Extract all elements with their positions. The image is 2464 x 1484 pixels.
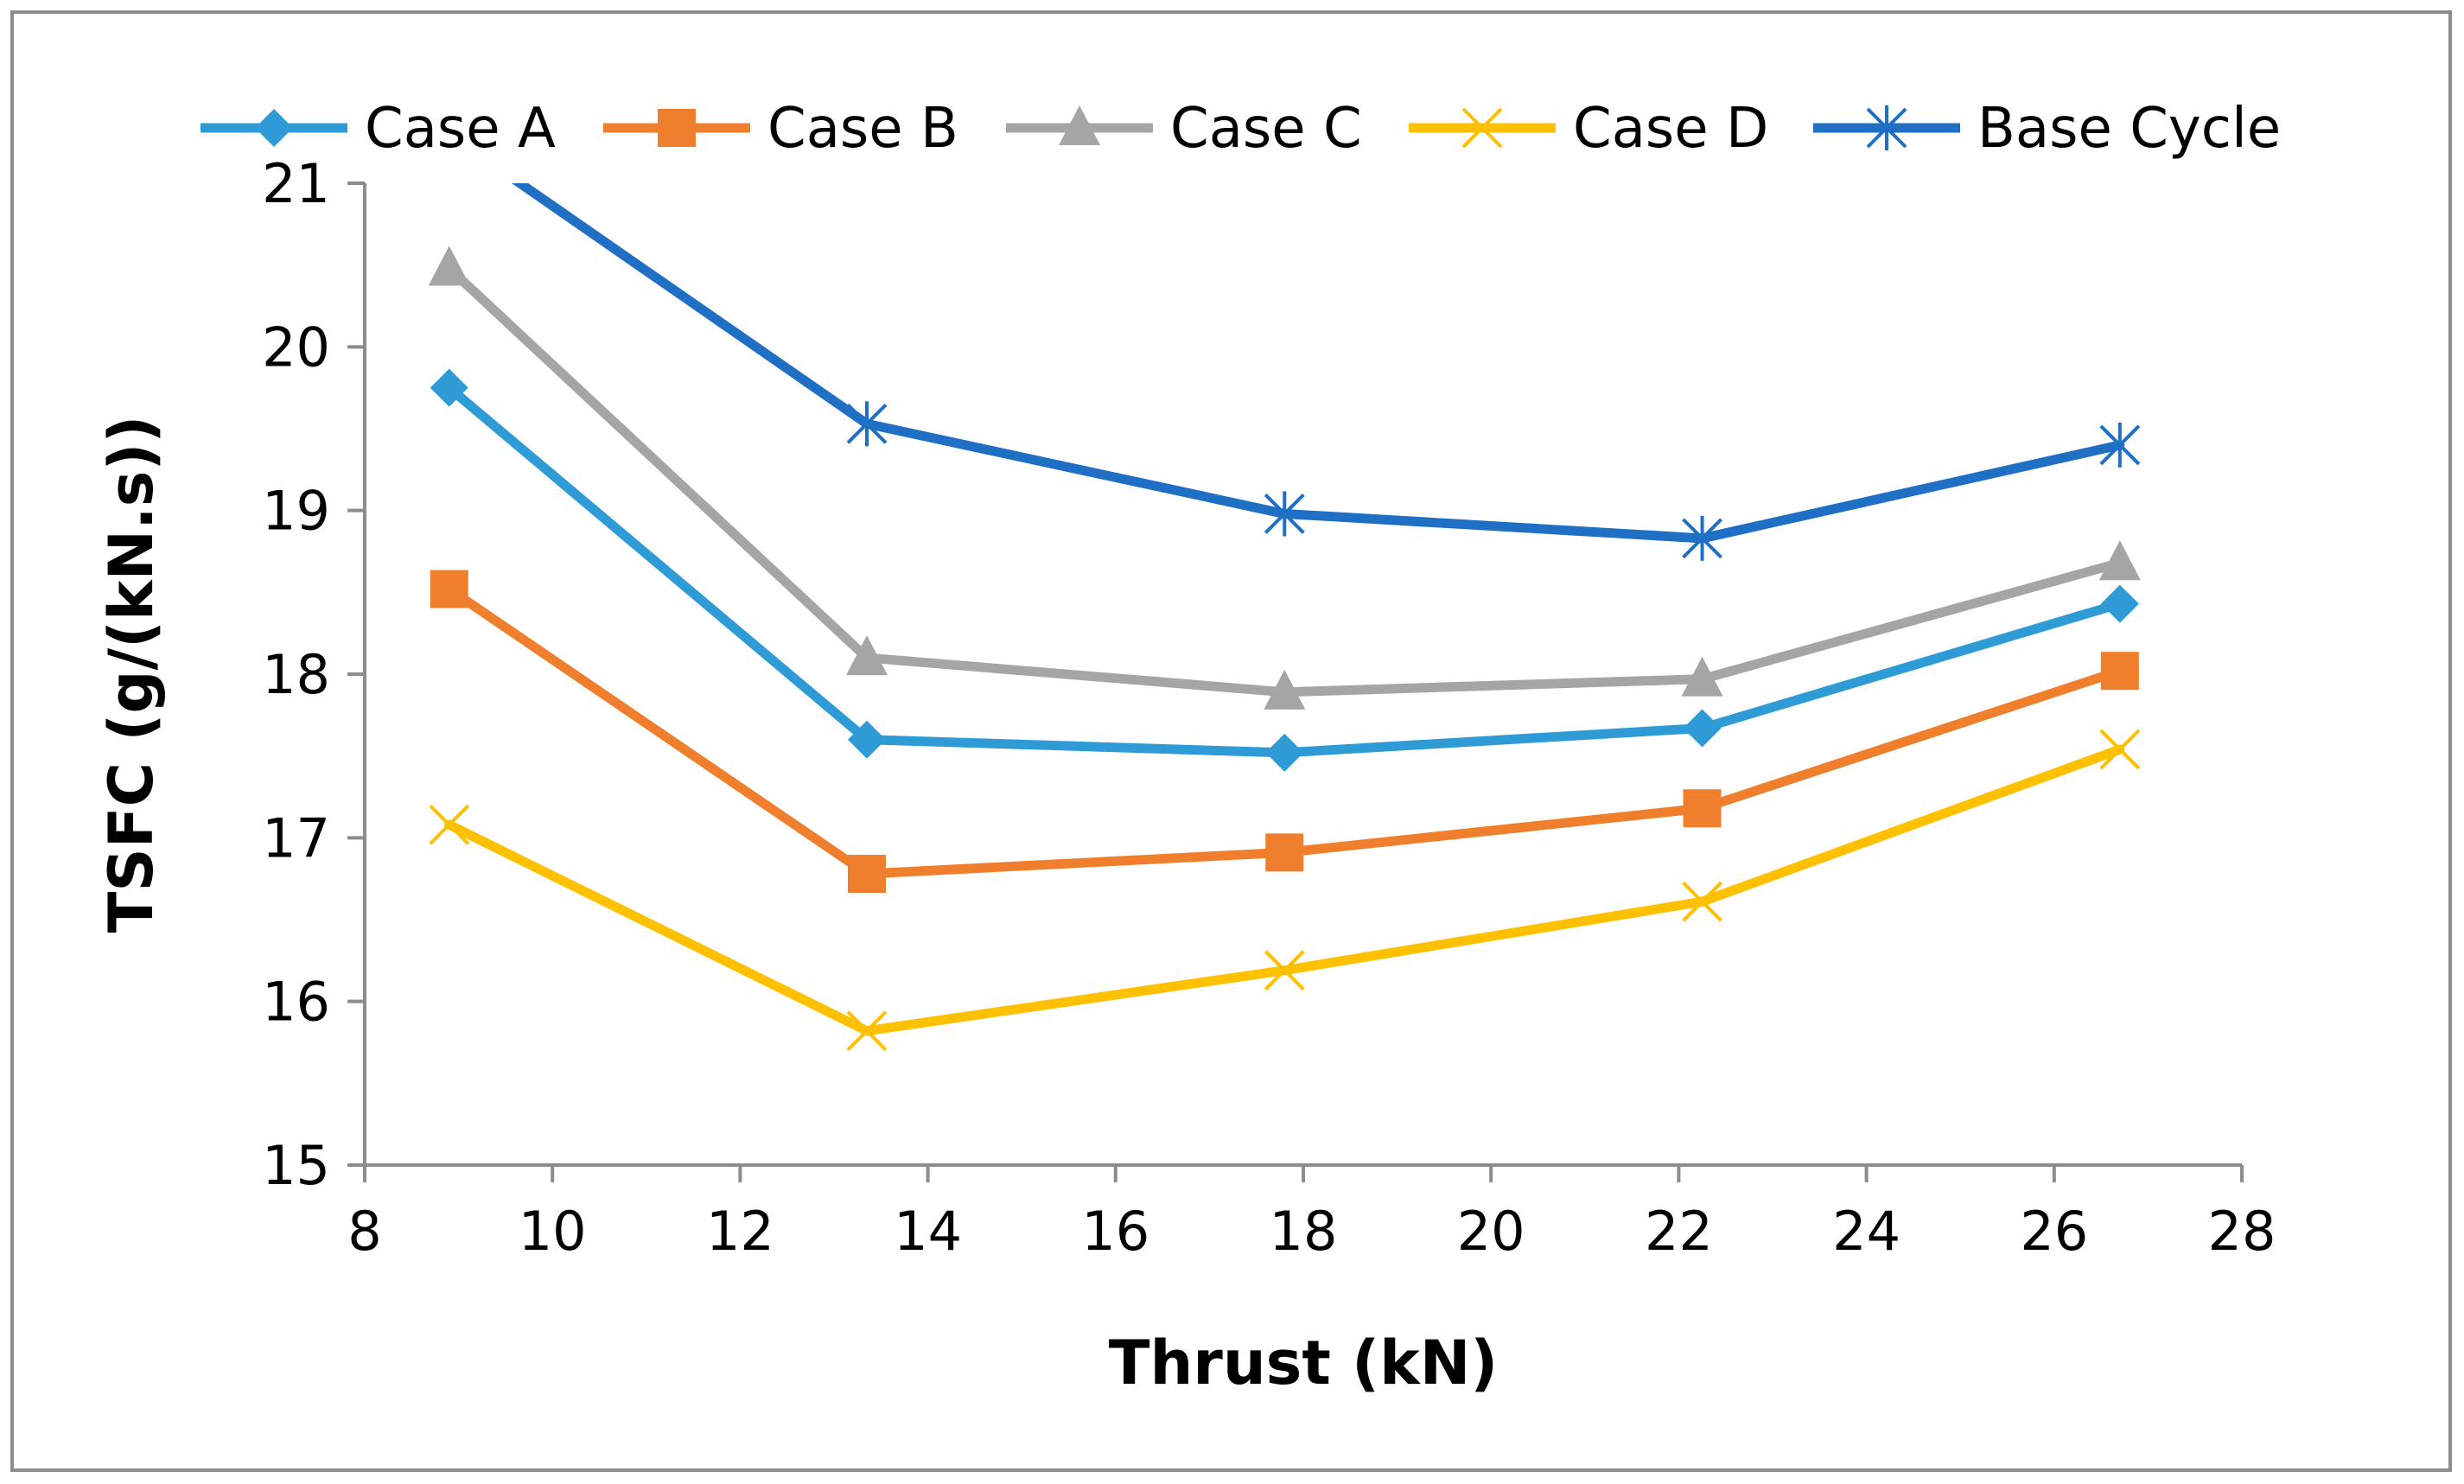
data-point-marker xyxy=(1683,789,1722,828)
data-point-marker xyxy=(1682,881,1722,922)
y-tick-label: 18 xyxy=(262,643,330,706)
x-tick-label: 12 xyxy=(706,1200,774,1263)
data-point-marker xyxy=(430,570,468,608)
marker-stroke xyxy=(1461,107,1503,149)
y-tick-label: 15 xyxy=(262,1134,330,1197)
legend-label: Case A xyxy=(365,97,556,161)
data-point-marker xyxy=(658,109,696,147)
legend-label: Case C xyxy=(1170,97,1362,161)
data-point-marker xyxy=(2100,584,2139,623)
x-axis-title: Thrust (kN) xyxy=(1109,1328,1499,1398)
y-tick-label: 20 xyxy=(262,315,330,379)
markers-group xyxy=(428,245,2141,1052)
series-line xyxy=(444,744,2125,1036)
x-tick-label: 8 xyxy=(347,1200,381,1263)
data-point-marker xyxy=(1264,669,1306,710)
chart-container: 15 16 17 18 19 20 21 8 10 12 14 16 18 20 22 24 26 28 Case… xyxy=(10,10,2452,1472)
x-tick-label: 10 xyxy=(519,1200,587,1263)
data-point-marker xyxy=(1461,107,1503,149)
data-point-marker xyxy=(848,854,887,893)
legend-item: Case A xyxy=(201,97,556,161)
marker-stroke xyxy=(1264,950,1305,991)
series-line xyxy=(511,183,2125,544)
data-point-marker xyxy=(846,1010,888,1052)
legend-item: Case B xyxy=(603,97,958,161)
x-tick-label: 24 xyxy=(1832,1200,1901,1263)
marker-stroke xyxy=(429,804,470,845)
marker-stroke xyxy=(1682,881,1722,922)
legend-label: Case B xyxy=(767,97,958,161)
x-tick-label: 14 xyxy=(894,1200,962,1263)
data-point-marker xyxy=(2099,422,2141,468)
data-point-marker xyxy=(1681,656,1723,697)
marker-stroke xyxy=(2099,729,2141,770)
y-tick-label: 21 xyxy=(262,152,330,215)
legend-item: Case D xyxy=(1409,97,1768,161)
data-point-marker xyxy=(428,245,470,286)
data-point-marker xyxy=(1265,833,1304,872)
x-tick-label: 18 xyxy=(1270,1200,1338,1263)
data-point-marker xyxy=(2099,729,2141,770)
x-tick-label: 28 xyxy=(2208,1200,2276,1263)
data-point-marker xyxy=(1264,491,1305,537)
series-group xyxy=(444,183,2125,1036)
data-point-marker xyxy=(255,109,293,147)
x-tick-label: 26 xyxy=(2020,1200,2088,1263)
series-line xyxy=(444,263,2125,697)
legend-item: Base Cycle xyxy=(1813,97,2281,161)
data-point-marker xyxy=(1682,515,1722,561)
data-point-marker xyxy=(1683,709,1722,748)
data-point-marker xyxy=(846,401,888,447)
line-chart: 15 16 17 18 19 20 21 8 10 12 14 16 18 20 22 24 26 28 Case… xyxy=(96,97,2281,1398)
axes: 15 16 17 18 19 20 21 8 10 12 14 16 18 20 22 24 26 28 xyxy=(262,152,2276,1263)
data-point-marker xyxy=(430,368,468,407)
data-point-marker xyxy=(429,804,470,845)
legend-label: Base Cycle xyxy=(1977,97,2281,161)
legend-item: Case C xyxy=(1006,97,1362,161)
x-tick-label: 16 xyxy=(1081,1200,1149,1263)
data-point-marker xyxy=(1866,105,1907,150)
y-tick-label: 17 xyxy=(262,806,330,869)
y-tick-label: 19 xyxy=(262,480,330,543)
data-point-marker xyxy=(848,720,887,759)
data-point-marker xyxy=(1265,733,1304,772)
data-point-marker xyxy=(2098,540,2141,581)
marker-stroke xyxy=(846,1010,888,1052)
data-point-marker xyxy=(1059,105,1100,145)
data-point-marker xyxy=(2100,652,2139,691)
y-tick-label: 16 xyxy=(262,971,330,1034)
x-tick-label: 22 xyxy=(1645,1200,1713,1263)
data-point-marker xyxy=(846,635,888,676)
y-axis-title: TSFC (g/(kN.s)) xyxy=(96,416,167,933)
legend: Case A Case B Case C Case D Base Cycle xyxy=(201,97,2281,161)
x-tick-label: 20 xyxy=(1457,1200,1525,1263)
legend-label: Case D xyxy=(1573,97,1768,161)
data-point-marker xyxy=(1264,950,1305,991)
